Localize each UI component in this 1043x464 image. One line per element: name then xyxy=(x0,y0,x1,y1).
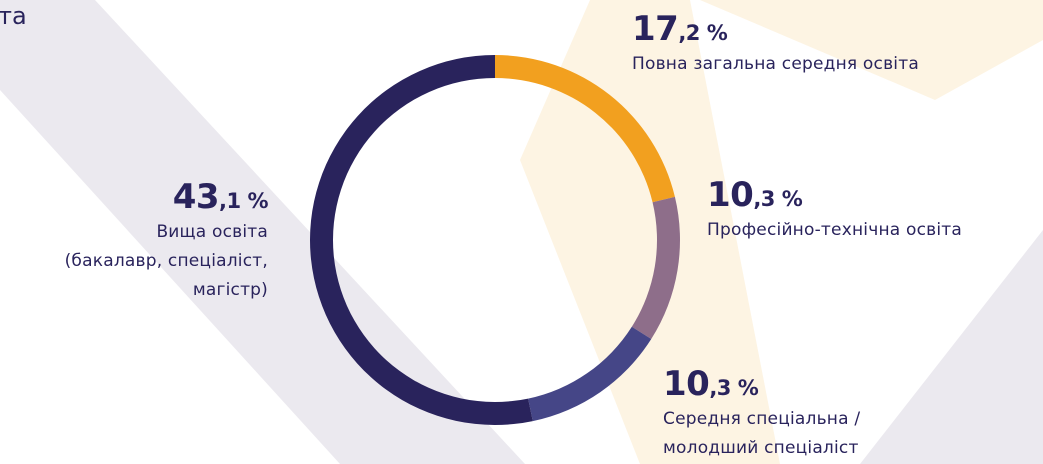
chart-title: та xyxy=(0,2,27,30)
slice-label: 10,3 % Професійно-технічна освіта xyxy=(707,178,962,245)
category-label: Повна загальна середня освіта xyxy=(632,54,919,74)
value-label: 10,3 % xyxy=(707,175,803,215)
background-chevron xyxy=(520,0,1043,464)
donut-segment xyxy=(631,196,680,340)
slice-label: 10,3 % Середня спеціальна / молодший спец… xyxy=(663,367,860,463)
value-label: 43,1 % xyxy=(172,177,269,217)
donut-segment xyxy=(528,326,652,422)
value-label: 10,3 % xyxy=(663,364,759,404)
donut-segment xyxy=(495,55,675,203)
slice-label: 43,1 % Вища освіта (бакалавр, спеціаліст,… xyxy=(64,177,269,305)
background-stripe xyxy=(0,0,525,464)
category-label: Професійно-технічна освіта xyxy=(707,220,962,240)
category-label: Вища освіта (бакалавр, спеціаліст, магіс… xyxy=(64,222,268,300)
slice-label: 17,2 % Повна загальна середня освіта xyxy=(632,12,919,79)
background-corner xyxy=(860,230,1043,464)
category-label: Середня спеціальна / молодший спеціаліст xyxy=(663,409,861,458)
value-label: 17,2 % xyxy=(632,9,728,49)
